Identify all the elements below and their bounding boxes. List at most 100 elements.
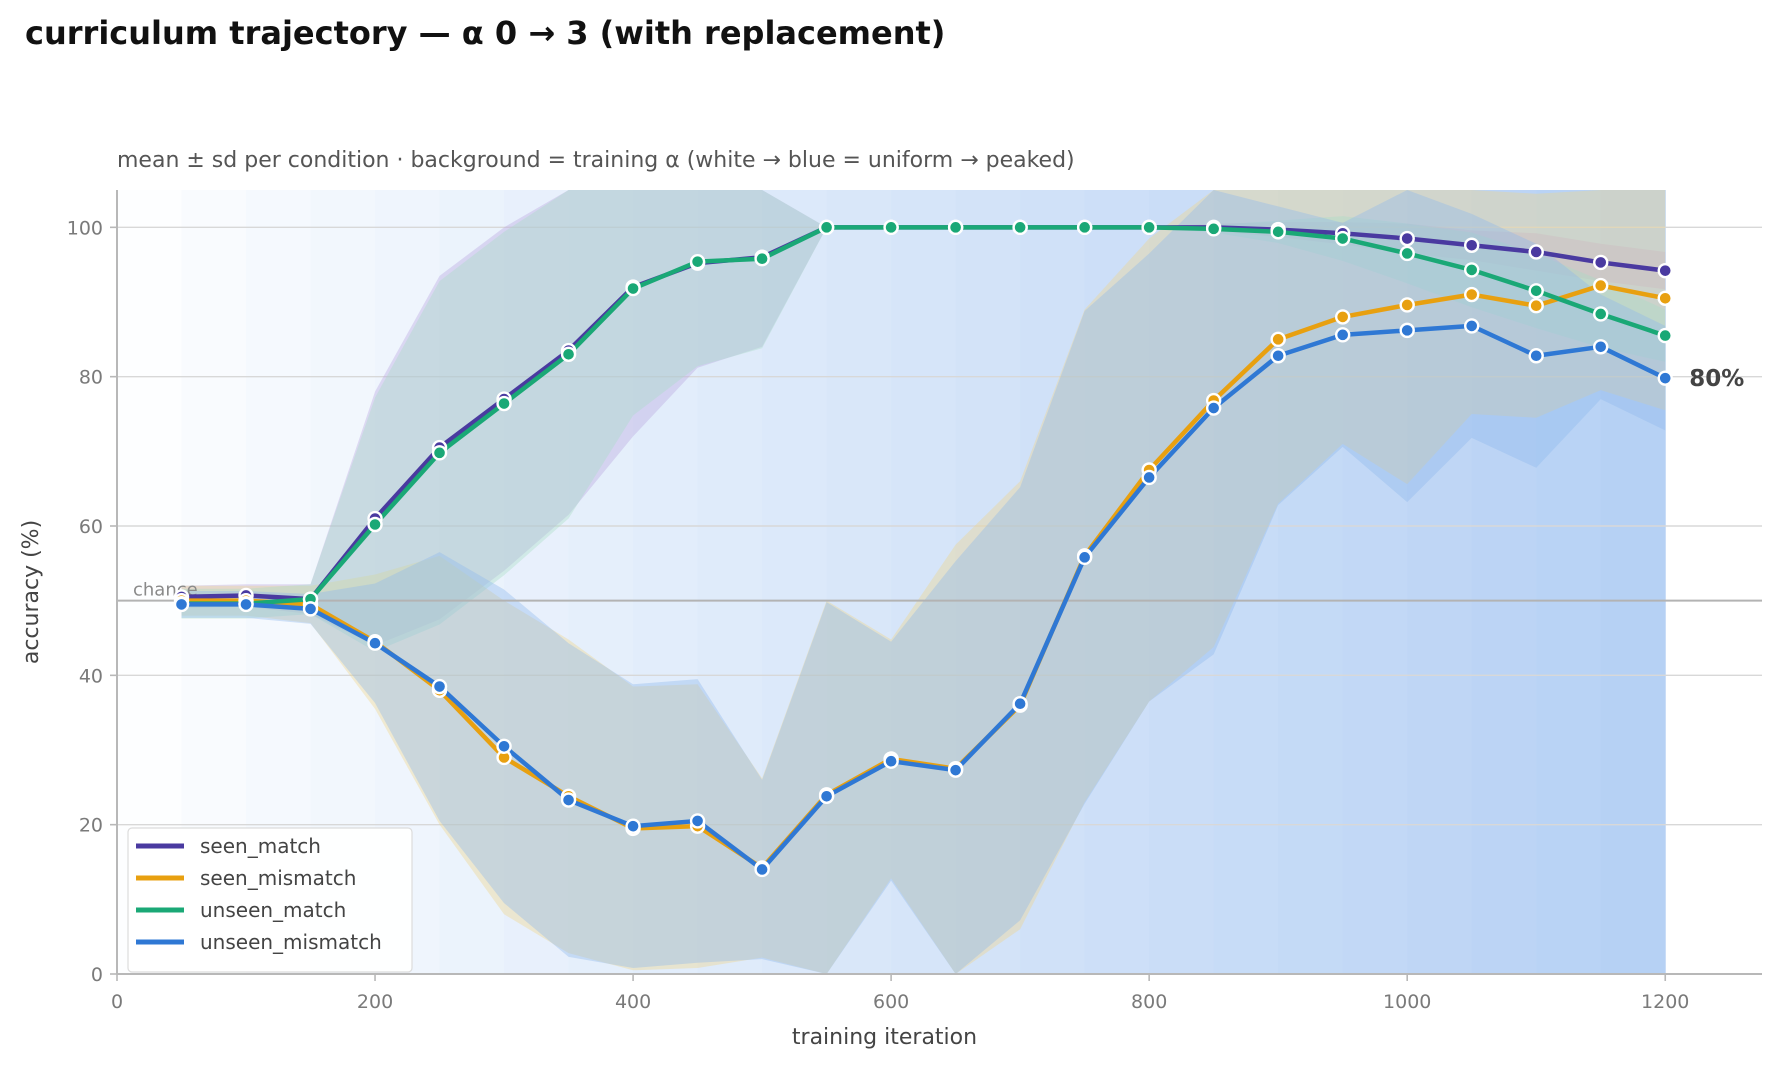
background-alpha-step [1149,190,1215,974]
data-point-unseen_mismatch [1593,339,1609,355]
data-point-unseen_match [1012,219,1028,236]
background-alpha-step [826,190,892,974]
data-point-unseen_mismatch [1205,400,1222,416]
y-tick-label: 60 [79,516,103,538]
chart-subtitle: mean ± sd per condition · background = t… [117,148,1075,173]
data-point-unseen_mismatch [1270,348,1286,364]
data-point-unseen_mismatch [689,813,706,829]
data-point-unseen_mismatch [1528,348,1544,364]
data-point-seen_match [1528,244,1544,260]
background-alpha-step [1342,190,1408,974]
y-axis-label: accuracy (%) [19,520,44,664]
data-point-unseen_match [1076,219,1093,236]
data-point-unseen_match [689,253,706,270]
background-alpha-step [891,190,957,974]
x-axis-label: training iteration [792,1025,977,1050]
legend-label-unseen_mismatch: unseen_mismatch [200,930,382,954]
legend-label-seen_match: seen_match [200,834,321,858]
data-point-unseen_mismatch [1657,370,1673,386]
data-point-unseen_mismatch [1076,549,1093,566]
background-alpha-step [1471,190,1537,974]
background-alpha-step [1084,190,1150,974]
legend-box [127,827,413,973]
data-point-unseen_mismatch [238,596,254,613]
x-tick-label: 400 [615,991,651,1013]
data-point-unseen_mismatch [302,601,319,617]
x-tick-label: 1200 [1641,991,1689,1013]
data-point-seen_match [1464,237,1480,253]
background-alpha-step [1407,190,1473,974]
x-tick-label: 1000 [1383,991,1431,1013]
data-point-seen_mismatch [1528,298,1544,314]
background-alpha-step [439,190,505,974]
data-point-unseen_mismatch [883,753,899,769]
data-point-unseen_match [367,516,383,533]
data-point-unseen_mismatch [754,861,770,878]
band-seen_match [181,190,1666,646]
band-seen_mismatch [181,190,1666,974]
background-alpha-step [504,190,570,974]
data-point-unseen_match [560,346,577,362]
legend-label-unseen_match: unseen_match [200,898,346,922]
series-line-unseen_mismatch [179,323,1668,872]
data-point-unseen_match [1205,221,1222,237]
end-value-label: 80% [1689,366,1744,392]
data-point-unseen_match [1464,262,1480,278]
data-point-unseen_mismatch [431,678,448,695]
data-point-seen_mismatch [1593,277,1609,294]
series-line-unseen_match [179,225,1668,606]
data-point-unseen_match [754,250,770,267]
background-alpha-step [1536,190,1602,974]
data-point-unseen_mismatch [947,762,964,778]
data-point-seen_mismatch [1464,286,1480,303]
background-alpha-step [762,190,828,974]
data-point-unseen_mismatch [496,738,512,754]
y-tick-label: 0 [91,964,103,986]
y-tick-label: 80 [79,367,103,389]
data-point-unseen_match [883,219,899,236]
data-point-unseen_mismatch [625,818,641,834]
data-point-unseen_match [1657,327,1673,344]
band-unseen_mismatch [181,190,1666,974]
data-point-unseen_match [625,280,641,297]
data-point-unseen_match [818,219,835,236]
data-point-unseen_mismatch [818,788,835,804]
data-point-seen_mismatch [1399,297,1415,313]
data-point-unseen_match [1528,283,1544,299]
chart-title: curriculum trajectory — α 0 → 3 (with re… [25,14,946,52]
data-point-unseen_mismatch [560,792,577,808]
data-point-unseen_mismatch [367,635,383,651]
data-point-unseen_mismatch [1464,318,1480,334]
data-point-unseen_mismatch [1334,327,1351,343]
data-point-unseen_mismatch [173,596,190,613]
x-tick-label: 200 [357,991,393,1013]
data-point-seen_mismatch [1270,331,1286,348]
data-point-unseen_match [496,395,512,412]
background-alpha-step [633,190,699,974]
data-point-unseen_match [1141,219,1157,236]
data-point-unseen_mismatch [1141,469,1157,486]
data-point-seen_match [1593,254,1609,271]
y-tick-label: 40 [79,665,103,687]
data-point-unseen_match [431,445,448,461]
y-tick-label: 100 [67,217,103,239]
data-point-seen_mismatch [1657,290,1673,306]
background-alpha-step [1213,190,1279,974]
data-point-seen_mismatch [1334,309,1351,325]
legend-label-seen_mismatch: seen_mismatch [200,866,356,890]
x-tick-label: 0 [111,991,123,1013]
x-tick-label: 600 [873,991,909,1013]
data-point-unseen_match [947,219,964,236]
background-alpha-step [1600,190,1666,974]
band-unseen_match [181,190,1666,652]
data-point-seen_match [1657,262,1673,279]
data-point-unseen_match [1334,230,1351,247]
data-point-unseen_match [1399,245,1415,262]
data-point-unseen_match [1270,224,1286,240]
data-point-unseen_mismatch [1399,322,1415,339]
data-point-unseen_match [1593,306,1609,322]
data-point-unseen_mismatch [1012,696,1028,712]
data-point-seen_match [1399,230,1415,247]
